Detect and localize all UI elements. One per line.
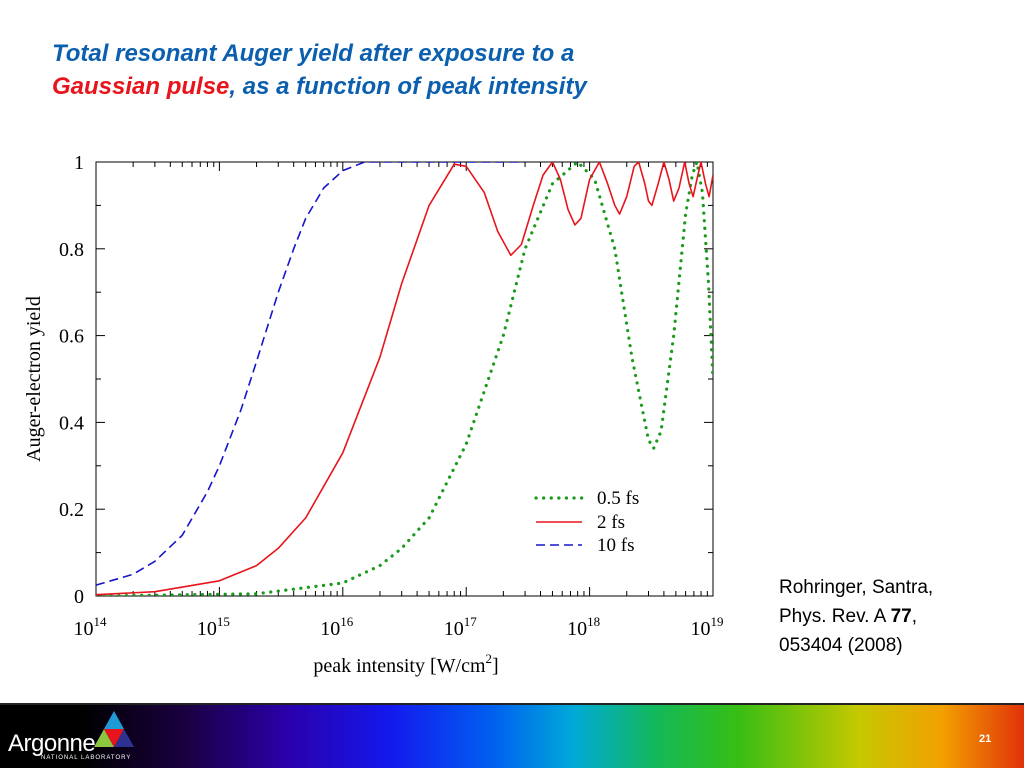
x-axis-label-sup: 2 bbox=[486, 651, 493, 666]
y-tick-label: 0.2 bbox=[59, 499, 84, 521]
series-layer bbox=[96, 162, 713, 596]
legend-label-2fs: 2 fs bbox=[597, 512, 625, 533]
title-rest-text: , as a function of peak intensity bbox=[229, 73, 587, 100]
footer-bar: Argonne NATIONAL LABORATORY 21 bbox=[0, 703, 1024, 768]
y-tick-label: 0.8 bbox=[59, 239, 84, 261]
x-tick-label: 1017 bbox=[444, 614, 478, 640]
axis-ticks bbox=[95, 161, 714, 597]
legend: 0.5 fs 2 fs 10 fs bbox=[534, 488, 639, 556]
x-tick-label: 1014 bbox=[74, 614, 108, 640]
title-accent-text: Gaussian pulse bbox=[52, 73, 230, 100]
auger-yield-chart: 1014 1015 1016 1017 1018 1019 0 0.2 0.4 0.6 0.8 1 p… bbox=[23, 152, 724, 677]
x-axis-label-close: ] bbox=[492, 655, 499, 677]
x-axis-label: peak intensity [W/cm2] bbox=[313, 651, 498, 677]
y-tick-label: 0.4 bbox=[59, 412, 84, 434]
argonne-logo-text: Argonne bbox=[8, 730, 96, 757]
title-line-1: Total resonant Auger yield after exposur… bbox=[52, 40, 575, 67]
citation-comma: , bbox=[911, 606, 918, 627]
title-line-2: Gaussian pulse, as a function of peak in… bbox=[52, 70, 587, 103]
y-axis-label: Auger-electron yield bbox=[23, 296, 45, 462]
x-tick-label: 1018 bbox=[567, 614, 600, 640]
x-tick-label: 1016 bbox=[320, 614, 354, 640]
series-line-2-fs bbox=[96, 162, 713, 596]
series-line-0-5-fs bbox=[96, 162, 713, 596]
x-tick-label: 1019 bbox=[691, 614, 724, 640]
y-tick-label: 1 bbox=[74, 152, 84, 174]
page-number: 21 bbox=[979, 733, 992, 745]
argonne-logo-icon bbox=[94, 711, 134, 747]
footer-divider bbox=[0, 703, 1024, 705]
y-tick-label: 0 bbox=[74, 586, 84, 608]
citation-line-2: Phys. Rev. A 77, bbox=[779, 602, 933, 631]
x-axis-label-text: peak intensity [W/cm bbox=[313, 655, 486, 677]
citation-journal: Phys. Rev. A bbox=[779, 606, 891, 627]
slide-title: Total resonant Auger yield after exposur… bbox=[52, 37, 587, 103]
legend-label-0-5fs: 0.5 fs bbox=[597, 488, 639, 509]
citation: Rohringer, Santra, Phys. Rev. A 77, 0534… bbox=[779, 573, 933, 660]
y-tick-label: 0.6 bbox=[59, 326, 84, 348]
tick-labels: 1014 1015 1016 1017 1018 1019 0 0.2 0.4 0.6 0.8 1 bbox=[59, 152, 724, 640]
citation-line-3: 053404 (2008) bbox=[779, 635, 903, 656]
series-line-10-fs bbox=[96, 162, 526, 586]
x-tick-label: 1015 bbox=[197, 614, 230, 640]
legend-label-10fs: 10 fs bbox=[597, 535, 634, 556]
citation-line-1: Rohringer, Santra, bbox=[779, 577, 934, 598]
citation-volume: 77 bbox=[890, 606, 912, 627]
argonne-logo-subtext: NATIONAL LABORATORY bbox=[41, 755, 132, 761]
